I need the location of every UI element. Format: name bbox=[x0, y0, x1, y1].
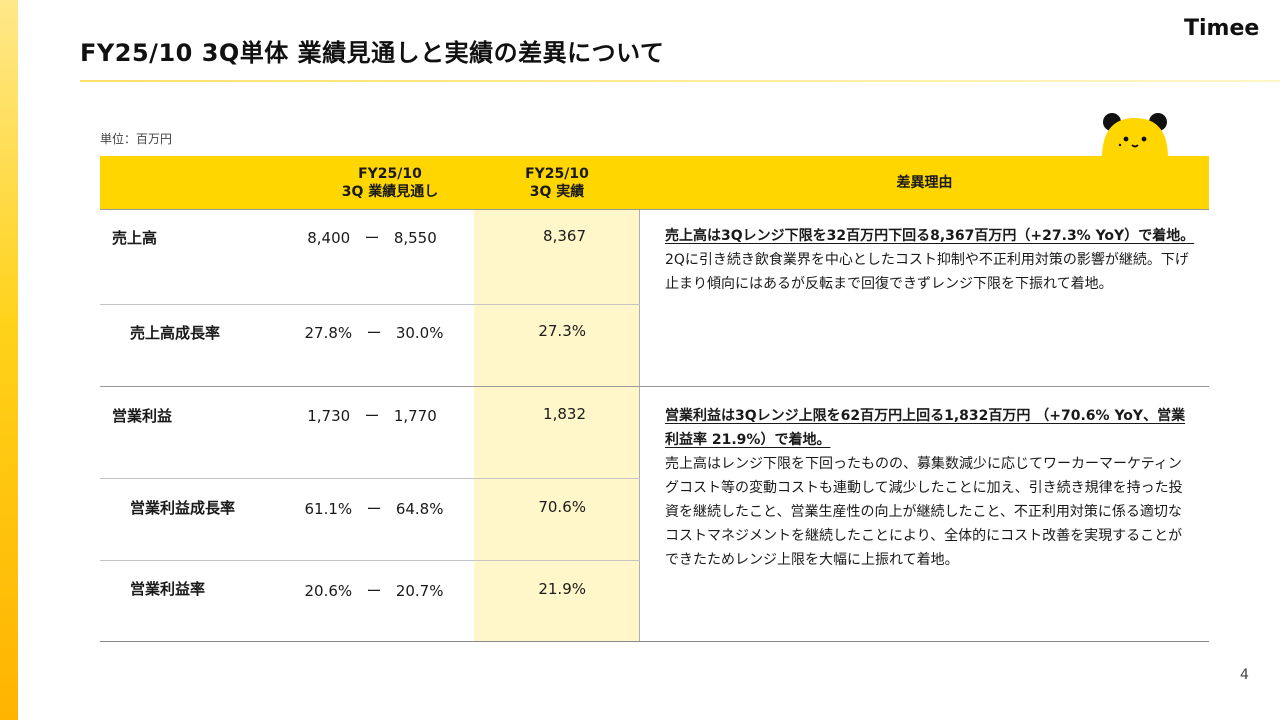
brand-logo: Timee bbox=[1184, 16, 1260, 41]
actual-column-highlight bbox=[474, 209, 640, 642]
header-actual: FY25/10 3Q 実績 bbox=[474, 156, 640, 209]
range-separator: ー bbox=[366, 500, 382, 518]
actual-operating-margin: 21.9% bbox=[538, 580, 586, 598]
range-low: 27.8% bbox=[304, 324, 353, 342]
row-label-operating-margin: 営業利益率 bbox=[130, 580, 206, 598]
header-reason: 差異理由 bbox=[640, 156, 1209, 209]
range-high: 64.8% bbox=[395, 500, 444, 518]
range-high: 1,770 bbox=[393, 407, 437, 425]
reason-operating-profit-headline: 営業利益は3Qレンジ上限を62百万円上回る1,832百万円 （+70.6% Yo… bbox=[665, 408, 1186, 448]
actual-operating-profit-growth: 70.6% bbox=[538, 498, 586, 516]
section-divider bbox=[100, 386, 1209, 387]
header-bottom-line bbox=[100, 209, 1209, 210]
range-low: 61.1% bbox=[304, 500, 353, 518]
range-high: 8,550 bbox=[393, 229, 437, 247]
range-revenue-growth: 27.8% ー 30.0% bbox=[264, 322, 484, 343]
range-separator: ー bbox=[366, 324, 382, 342]
range-high: 20.7% bbox=[395, 582, 444, 600]
unit-label: 単位：百万円 bbox=[100, 132, 173, 146]
reason-revenue: 売上高は3Qレンジ下限を32百万円下回る8,367百万円（+27.3% YoY）… bbox=[665, 224, 1195, 296]
row-divider bbox=[100, 304, 640, 305]
header-reason-label: 差異理由 bbox=[896, 174, 953, 191]
page-number: 4 bbox=[1240, 667, 1249, 683]
range-separator: ー bbox=[364, 229, 380, 247]
header-forecast: FY25/10 3Q 業績見通し bbox=[300, 156, 480, 209]
actual-operating-profit: 1,832 bbox=[543, 405, 586, 423]
page-title: FY25/10 3Q単体 業績見通しと実績の差異について bbox=[80, 39, 665, 67]
actual-revenue: 8,367 bbox=[543, 227, 586, 245]
forecast-vs-actual-table: FY25/10 3Q 業績見通し FY25/10 3Q 実績 差異理由 売上高 … bbox=[100, 156, 1209, 642]
row-label-revenue: 売上高 bbox=[112, 229, 158, 247]
row-label-operating-profit: 営業利益 bbox=[112, 407, 173, 425]
row-divider bbox=[100, 478, 640, 479]
title-divider bbox=[80, 80, 1280, 82]
reason-column-divider bbox=[639, 209, 640, 642]
range-separator: ー bbox=[364, 407, 380, 425]
range-low: 1,730 bbox=[307, 407, 351, 425]
range-low: 20.6% bbox=[304, 582, 353, 600]
row-label-operating-profit-growth: 営業利益成長率 bbox=[130, 499, 236, 517]
range-low: 8,400 bbox=[307, 229, 351, 247]
range-high: 30.0% bbox=[395, 324, 444, 342]
row-divider bbox=[100, 560, 640, 561]
header-actual-line1: FY25/10 bbox=[525, 165, 589, 182]
reason-operating-profit-body: 売上高はレンジ下限を下回ったものの、募集数減少に応じてワーカーマーケティングコス… bbox=[665, 456, 1183, 568]
range-separator: ー bbox=[366, 582, 382, 600]
mascot-icon bbox=[1102, 113, 1168, 158]
header-forecast-line2: 3Q 業績見通し bbox=[341, 183, 439, 200]
actual-revenue-growth: 27.3% bbox=[538, 322, 586, 340]
table-bottom-line bbox=[100, 641, 1209, 642]
reason-revenue-headline: 売上高は3Qレンジ下限を32百万円下回る8,367百万円（+27.3% YoY）… bbox=[665, 228, 1195, 244]
header-forecast-line1: FY25/10 bbox=[358, 165, 422, 182]
range-operating-margin: 20.6% ー 20.7% bbox=[264, 580, 484, 601]
range-operating-profit-growth: 61.1% ー 64.8% bbox=[264, 498, 484, 519]
reason-revenue-body: 2Qに引き続き飲食業界を中心としたコスト抑制や不正利用対策の影響が継続。下げ止ま… bbox=[665, 252, 1189, 292]
table-header bbox=[100, 156, 1209, 209]
range-operating-profit: 1,730 ー 1,770 bbox=[262, 405, 482, 426]
left-accent-bar bbox=[0, 0, 18, 720]
range-revenue: 8,400 ー 8,550 bbox=[262, 227, 482, 248]
reason-operating-profit: 営業利益は3Qレンジ上限を62百万円上回る1,832百万円 （+70.6% Yo… bbox=[665, 404, 1195, 572]
header-actual-line2: 3Q 実績 bbox=[529, 183, 585, 200]
row-label-revenue-growth: 売上高成長率 bbox=[130, 324, 221, 342]
